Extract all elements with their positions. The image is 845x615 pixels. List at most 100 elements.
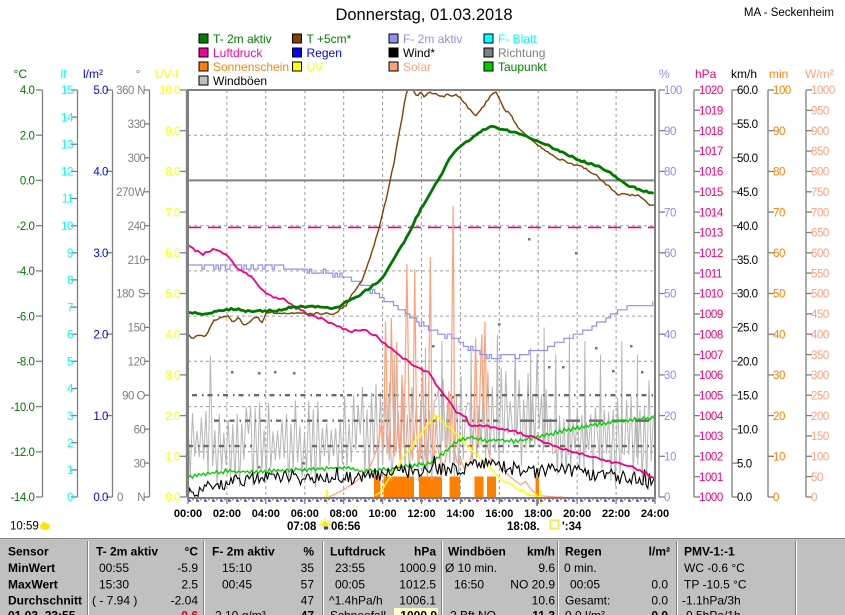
- svg-text:Donnerstag, 01.03.2018: Donnerstag, 01.03.2018: [335, 6, 512, 24]
- svg-text:30.0: 30.0: [737, 289, 758, 301]
- svg-text:0.0: 0.0: [651, 609, 668, 615]
- svg-text:0.0: 0.0: [20, 176, 35, 188]
- svg-text:4: 4: [67, 384, 74, 396]
- svg-text:8.0: 8.0: [165, 167, 180, 179]
- svg-text:10:59: 10:59: [10, 521, 39, 533]
- svg-text:11: 11: [62, 194, 73, 206]
- svg-text:MaxWert: MaxWert: [8, 577, 58, 591]
- svg-text:00:00: 00:00: [174, 508, 202, 520]
- svg-text:10.0: 10.0: [737, 424, 758, 436]
- svg-text:0: 0: [664, 492, 670, 504]
- svg-text:T- 2m aktiv: T- 2m aktiv: [96, 545, 158, 559]
- svg-text:80: 80: [773, 167, 785, 179]
- svg-text:1008: 1008: [699, 329, 723, 341]
- svg-text:02:00: 02:00: [213, 508, 241, 520]
- svg-text:900: 900: [811, 126, 829, 138]
- svg-text:50.0: 50.0: [737, 153, 758, 165]
- svg-text:( - 7.94 ): ( - 7.94 ): [92, 594, 137, 608]
- svg-text:270: 270: [116, 187, 134, 199]
- svg-text:47: 47: [301, 609, 315, 615]
- svg-text:5: 5: [67, 357, 73, 369]
- svg-text:10: 10: [773, 452, 785, 464]
- svg-text:0: 0: [811, 492, 817, 504]
- svg-text:1: 1: [67, 465, 73, 477]
- svg-text:6.0: 6.0: [165, 248, 180, 260]
- svg-text:Solar: Solar: [403, 60, 431, 74]
- svg-text:4.0: 4.0: [20, 85, 35, 97]
- svg-text:5.0: 5.0: [93, 85, 108, 97]
- svg-text:Durchschnitt: Durchschnitt: [8, 594, 82, 608]
- svg-text:40: 40: [664, 329, 676, 341]
- svg-text:120: 120: [128, 357, 146, 369]
- svg-text:00:55: 00:55: [99, 561, 129, 575]
- svg-text:35: 35: [301, 561, 315, 575]
- svg-text:T- 2m aktiv: T- 2m aktiv: [213, 32, 272, 46]
- svg-text:24:00: 24:00: [641, 508, 669, 520]
- svg-text:-6.0: -6.0: [16, 311, 34, 323]
- svg-text:1000: 1000: [699, 492, 723, 504]
- svg-text:3: 3: [67, 411, 73, 423]
- svg-text:0.0: 0.0: [737, 492, 752, 504]
- svg-text:Regen: Regen: [307, 46, 342, 60]
- svg-text:S: S: [138, 289, 146, 301]
- svg-text:0.0: 0.0: [651, 594, 668, 608]
- svg-text:1001: 1001: [699, 472, 723, 484]
- svg-text:23:55: 23:55: [335, 561, 365, 575]
- svg-text:350: 350: [811, 350, 829, 362]
- svg-text:km/h: km/h: [527, 545, 555, 559]
- svg-text:1003: 1003: [699, 431, 723, 443]
- svg-text:0 min.: 0 min.: [564, 561, 597, 575]
- svg-text:57: 57: [301, 577, 315, 591]
- svg-text:-5.9: -5.9: [177, 561, 198, 575]
- svg-text:1004: 1004: [699, 411, 724, 423]
- svg-text:360: 360: [116, 85, 134, 97]
- svg-text:400: 400: [811, 329, 829, 341]
- svg-text:00:05: 00:05: [335, 577, 365, 591]
- svg-text:04:00: 04:00: [252, 508, 280, 520]
- svg-text:Sensor: Sensor: [8, 545, 49, 559]
- svg-text:1015: 1015: [699, 187, 723, 199]
- svg-text:1.0: 1.0: [165, 452, 180, 464]
- svg-text:70: 70: [773, 207, 785, 219]
- svg-text:12:00: 12:00: [407, 508, 435, 520]
- svg-text:11.3: 11.3: [532, 609, 555, 615]
- svg-text:Ø 10 min.: Ø 10 min.: [445, 561, 497, 575]
- svg-text:-14.0: -14.0: [11, 492, 35, 504]
- svg-text:Regen: Regen: [565, 545, 602, 559]
- svg-text:1019: 1019: [699, 106, 723, 118]
- svg-text:0: 0: [773, 492, 779, 504]
- svg-text:330: 330: [128, 119, 146, 131]
- svg-text:180: 180: [116, 289, 134, 301]
- svg-text:00:45: 00:45: [222, 577, 252, 591]
- svg-text:8: 8: [67, 275, 73, 287]
- svg-text:14:00: 14:00: [446, 508, 474, 520]
- svg-text:Taupunkt: Taupunkt: [498, 60, 547, 74]
- svg-text:30: 30: [664, 370, 676, 382]
- svg-text:00:05: 00:05: [570, 577, 600, 591]
- svg-text:hPa: hPa: [414, 545, 436, 559]
- svg-text:l/m²: l/m²: [83, 67, 103, 81]
- svg-text:30: 30: [134, 458, 146, 470]
- svg-text:2 Bft NO: 2 Bft NO: [450, 609, 496, 615]
- svg-text:12: 12: [61, 167, 73, 179]
- svg-text:7.0: 7.0: [165, 207, 180, 219]
- svg-text:W: W: [135, 187, 146, 199]
- svg-text:Windböen: Windböen: [448, 545, 506, 559]
- svg-text:1012: 1012: [699, 248, 723, 260]
- svg-text:1014: 1014: [699, 207, 724, 219]
- svg-text:0.0 l/m²: 0.0 l/m²: [565, 609, 605, 615]
- svg-text:km/h: km/h: [731, 67, 757, 81]
- svg-text:100: 100: [773, 85, 791, 97]
- svg-text:1006.1: 1006.1: [399, 594, 436, 608]
- svg-text:0.0: 0.0: [93, 492, 108, 504]
- svg-text:1007: 1007: [699, 350, 723, 362]
- svg-text:1000.9: 1000.9: [399, 561, 436, 575]
- svg-text:1013: 1013: [699, 228, 723, 240]
- svg-text:01.03, 23:55: 01.03, 23:55: [8, 609, 76, 615]
- svg-text:PMV-1:-1: PMV-1:-1: [684, 545, 735, 559]
- svg-text:F- 2m aktiv: F- 2m aktiv: [212, 545, 275, 559]
- svg-text:90: 90: [122, 390, 134, 402]
- svg-text:60: 60: [664, 248, 676, 260]
- svg-text:15.0: 15.0: [737, 390, 758, 402]
- svg-text:NO 20.9: NO 20.9: [510, 577, 555, 591]
